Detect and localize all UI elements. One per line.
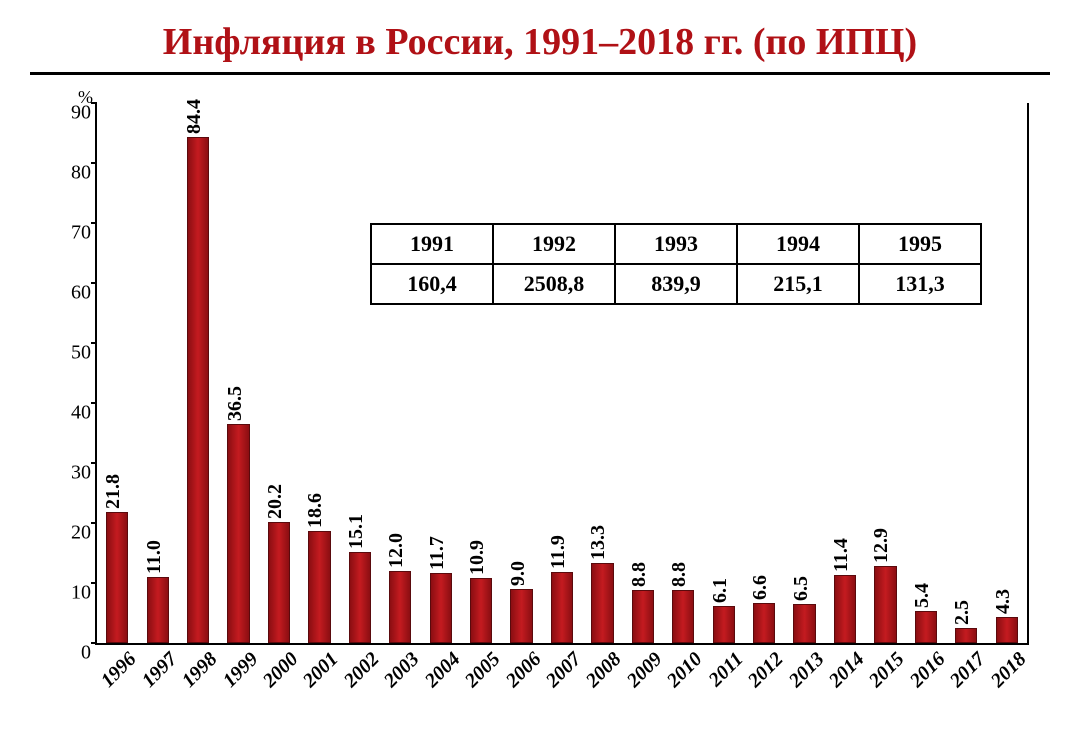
x-tick-label: 2002	[332, 648, 384, 700]
x-tick-label: 2011	[696, 648, 748, 700]
x-tick-label: 2005	[454, 648, 506, 700]
x-tick-label: 2017	[939, 648, 991, 700]
x-tick-label: 2010	[656, 648, 708, 700]
bar: 13.3	[591, 563, 613, 643]
x-tick-label: 2008	[575, 648, 627, 700]
y-tick-label: 80	[59, 162, 91, 185]
bar: 36.5	[227, 424, 249, 643]
x-tick-label: 2009	[616, 648, 668, 700]
bar-value-label: 11.4	[830, 538, 853, 572]
x-tick-label: 1998	[171, 648, 223, 700]
bar: 9.0	[510, 589, 532, 643]
bar-value-label: 15.1	[345, 514, 368, 549]
bar: 15.1	[349, 552, 371, 643]
bar-value-label: 18.6	[304, 493, 327, 528]
bar: 11.4	[834, 575, 856, 643]
table-header-cell: 1993	[615, 224, 737, 264]
inset-data-table: 19911992199319941995 160,42508,8839,9215…	[370, 223, 982, 305]
x-tick-label: 2006	[494, 648, 546, 700]
x-tick-label: 2013	[777, 648, 829, 700]
y-tick-label: 50	[59, 342, 91, 365]
bar: 21.8	[106, 512, 128, 643]
bar-value-label: 12.0	[385, 533, 408, 568]
x-tick-label: 2012	[737, 648, 789, 700]
x-tick-label: 2003	[373, 648, 425, 700]
y-tick-label: 30	[59, 462, 91, 485]
bar-value-label: 12.9	[870, 528, 893, 563]
bar: 12.0	[389, 571, 411, 643]
x-tick-label: 2001	[292, 648, 344, 700]
bar: 18.6	[308, 531, 330, 643]
x-tick-label: 2007	[535, 648, 587, 700]
bar: 5.4	[915, 611, 937, 643]
bar-value-label: 6.6	[749, 575, 772, 600]
y-tick-label: 90	[59, 102, 91, 125]
bar: 12.9	[874, 566, 896, 643]
y-tick-label: 0	[59, 642, 91, 665]
y-tick-label: 10	[59, 582, 91, 605]
x-tick-label: 2016	[899, 648, 951, 700]
bar: 6.5	[793, 604, 815, 643]
table-cell: 215,1	[737, 264, 859, 304]
x-tick-label: 2000	[252, 648, 304, 700]
table-cell: 160,4	[371, 264, 493, 304]
bar-value-label: 10.9	[466, 540, 489, 575]
bar: 20.2	[268, 522, 290, 643]
bar-value-label: 21.8	[102, 474, 125, 509]
table-cell: 131,3	[859, 264, 981, 304]
table-cell: 839,9	[615, 264, 737, 304]
bar-value-label: 11.0	[143, 540, 166, 574]
bar-value-label: 8.8	[668, 562, 691, 587]
x-tick-label: 2004	[413, 648, 465, 700]
table-header-cell: 1994	[737, 224, 859, 264]
bar-value-label: 36.5	[224, 386, 247, 421]
bar: 4.3	[996, 617, 1018, 643]
bar-value-label: 8.8	[628, 562, 651, 587]
x-tick-label: 1996	[90, 648, 142, 700]
bar: 2.5	[955, 628, 977, 643]
bar: 84.4	[187, 137, 209, 643]
bar: 10.9	[470, 578, 492, 643]
x-tick-label: 1999	[211, 648, 263, 700]
y-tick-label: 40	[59, 402, 91, 425]
y-tick-label: 20	[59, 522, 91, 545]
table-cell: 2508,8	[493, 264, 615, 304]
bar-value-label: 13.3	[587, 525, 610, 560]
bar-value-label: 6.5	[790, 576, 813, 601]
x-tick-label: 2014	[818, 648, 870, 700]
bar-value-label: 11.9	[547, 535, 570, 569]
chart-title: Инфляция в России, 1991–2018 гг. (по ИПЦ…	[30, 20, 1050, 64]
bar: 11.7	[430, 573, 452, 643]
bar-value-label: 20.2	[264, 484, 287, 519]
bar: 6.6	[753, 603, 775, 643]
x-tick-label: 2018	[979, 648, 1031, 700]
bar: 11.0	[147, 577, 169, 643]
bar-value-label: 4.3	[992, 589, 1015, 614]
bar-chart: % 010203040506070809021.811.084.436.520.…	[40, 93, 1040, 713]
bar: 8.8	[632, 590, 654, 643]
y-tick-label: 60	[59, 282, 91, 305]
y-tick-label: 70	[59, 222, 91, 245]
bar-value-label: 6.1	[709, 578, 732, 603]
bar: 11.9	[551, 572, 573, 643]
bar-value-label: 9.0	[507, 561, 530, 586]
plot-area: 010203040506070809021.811.084.436.520.21…	[95, 103, 1029, 645]
bar: 6.1	[713, 606, 735, 643]
bar-value-label: 84.4	[183, 99, 206, 134]
bar-value-label: 2.5	[951, 600, 974, 625]
title-underline	[30, 72, 1050, 75]
bar-value-label: 5.4	[911, 583, 934, 608]
bar: 8.8	[672, 590, 694, 643]
bar-value-label: 11.7	[426, 536, 449, 570]
x-tick-label: 2015	[858, 648, 910, 700]
x-tick-label: 1997	[130, 648, 182, 700]
table-header-cell: 1992	[493, 224, 615, 264]
table-header-cell: 1995	[859, 224, 981, 264]
table-header-cell: 1991	[371, 224, 493, 264]
